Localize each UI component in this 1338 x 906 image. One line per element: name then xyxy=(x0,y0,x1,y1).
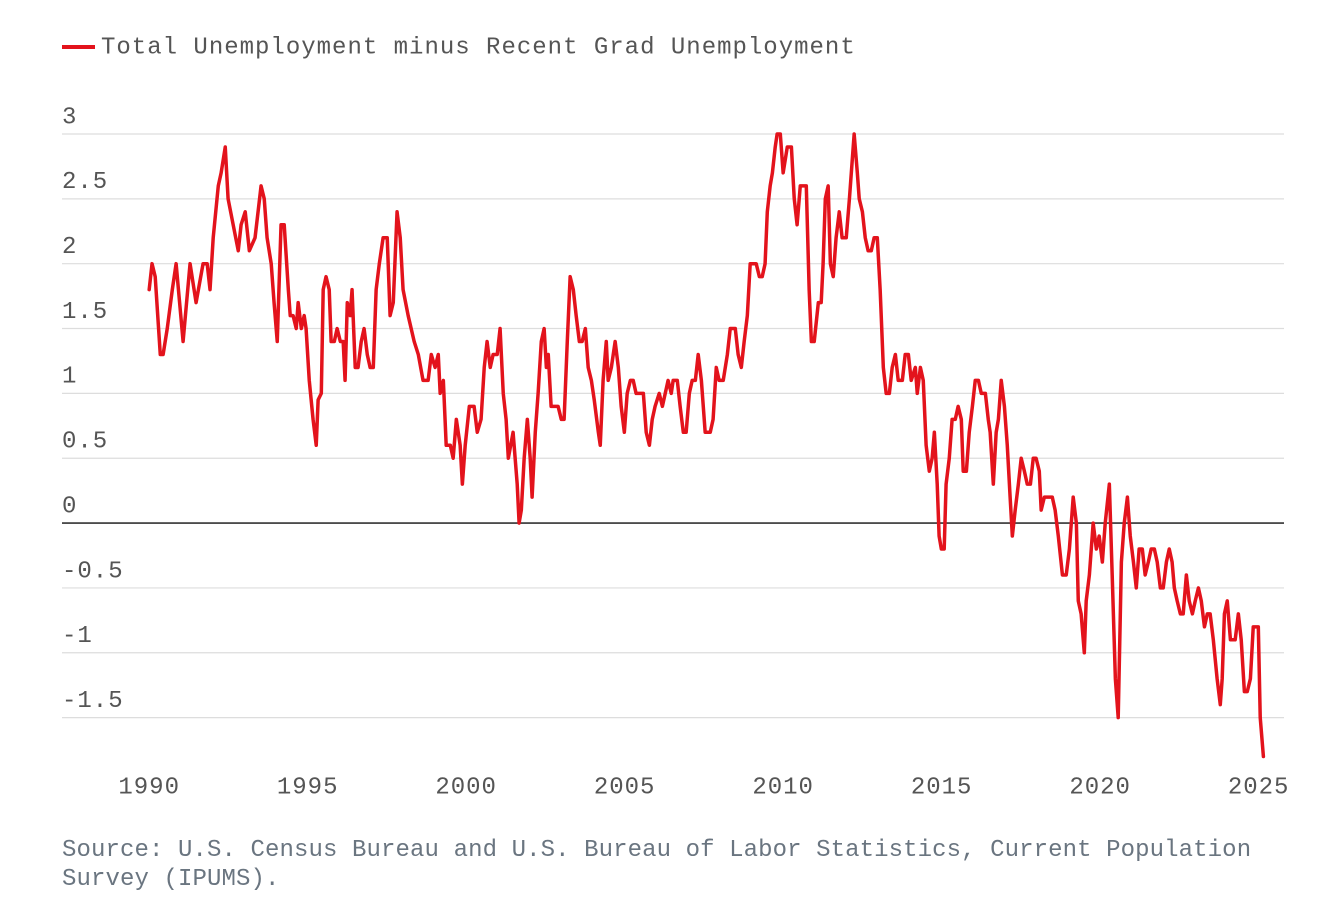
y-tick-label: -1 xyxy=(62,623,93,650)
x-tick-label: 2020 xyxy=(1069,774,1131,801)
y-tick-label: 2 xyxy=(62,234,77,261)
y-tick-label: 1 xyxy=(62,364,77,391)
source-note: Source: U.S. Census Bureau and U.S. Bure… xyxy=(62,837,1252,893)
y-tick-label: -0.5 xyxy=(62,558,124,585)
x-tick-label: 1990 xyxy=(118,774,180,801)
y-tick-label: -1.5 xyxy=(62,688,124,715)
y-tick-label: 0 xyxy=(62,493,77,520)
data-line xyxy=(147,132,1266,759)
x-tick-label: 2015 xyxy=(911,774,973,801)
x-tick-label: 2000 xyxy=(435,774,497,801)
y-tick-label: 3 xyxy=(62,104,77,131)
x-tick-label: 2005 xyxy=(594,774,656,801)
x-tick-label: 1995 xyxy=(277,774,339,801)
x-tick-label: 2025 xyxy=(1228,774,1290,801)
y-tick-label: 0.5 xyxy=(62,429,108,456)
legend-label: Total Unemployment minus Recent Grad Une… xyxy=(101,34,856,61)
y-tick-label: 1.5 xyxy=(62,299,108,326)
x-tick-label: 2010 xyxy=(752,774,814,801)
y-tick-label: 2.5 xyxy=(62,169,108,196)
chart: Total Unemployment minus Recent Grad Une… xyxy=(62,34,1290,801)
